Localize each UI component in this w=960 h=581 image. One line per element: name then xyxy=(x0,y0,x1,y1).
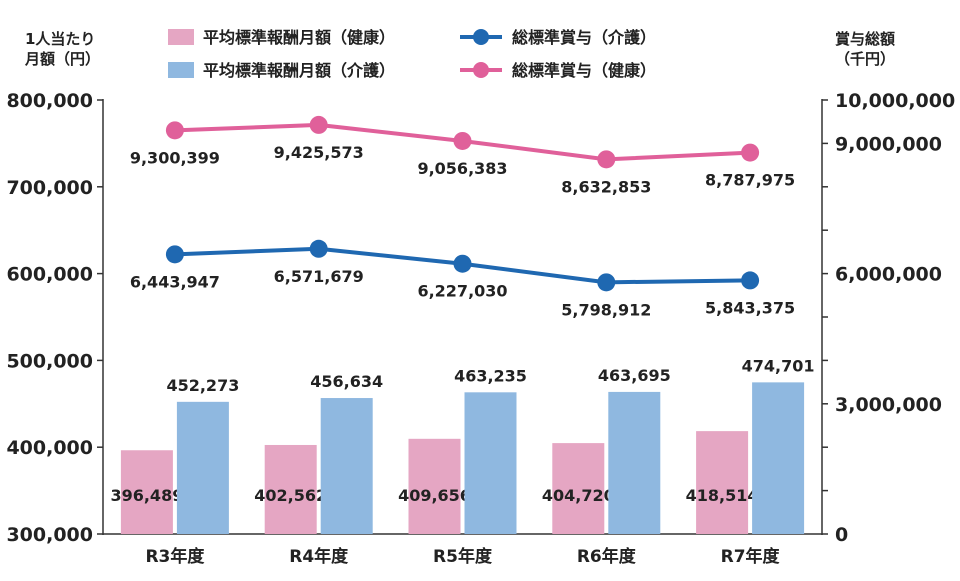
legend-label-line-health: 総標準賞与（健康） xyxy=(512,61,656,80)
line-health-point xyxy=(165,121,184,140)
bar-care xyxy=(752,382,805,534)
bar-care xyxy=(320,398,373,534)
line-care-data-label: 6,443,947 xyxy=(130,272,220,291)
right-axis-ticks: 10,000,000 9,000,000 6,000,000 3,000,000 0 xyxy=(822,90,955,546)
legend-label-line-care: 総標準賞与（介護） xyxy=(512,28,656,47)
legend-label-bar-care: 平均標準報酬月額（介護） xyxy=(203,61,395,80)
line-health-point xyxy=(453,131,472,150)
bar-care-data-label: 463,235 xyxy=(454,366,527,385)
x-tick-label: R3年度 xyxy=(145,546,205,567)
legend-swatch-bar-health xyxy=(168,29,194,45)
line-health-data-label: 9,425,573 xyxy=(274,143,364,162)
bar-care xyxy=(176,401,229,534)
legend-item-line-care: 総標準賞与（介護） xyxy=(460,28,656,47)
line-series: 6,443,947 6,571,679 6,227,030 5,798,912 5,84… xyxy=(130,115,795,319)
left-axis-title-line2: 月額（円） xyxy=(24,50,100,68)
left-axis-ticks: 800,000 700,000 600,000 500,000 400,000 300,0… xyxy=(6,90,103,546)
line-care-data-label: 6,571,679 xyxy=(274,267,364,286)
line-health-data-label: 8,787,975 xyxy=(705,171,795,190)
line-care-data-label: 5,798,912 xyxy=(561,300,651,319)
bar-care-data-label: 456,634 xyxy=(310,372,383,391)
x-tick-label: R4年度 xyxy=(289,546,349,567)
bar-health-data-label: 418,514 xyxy=(686,486,759,505)
line-health-point xyxy=(597,150,616,169)
line-health-data-label: 8,632,853 xyxy=(561,177,651,196)
line-care-point xyxy=(597,273,616,292)
line-care-point xyxy=(741,271,760,290)
right-axis-title-line2: （千円） xyxy=(835,50,895,68)
right-tick-label: 10,000,000 xyxy=(835,90,955,112)
legend-item-bar-care: 平均標準報酬月額（介護） xyxy=(168,61,395,80)
legend-marker-line-care xyxy=(473,29,489,45)
left-tick-label: 500,000 xyxy=(6,350,93,372)
line-health-data-label: 9,300,399 xyxy=(130,148,220,167)
line-care-point xyxy=(309,239,328,258)
line-health-point xyxy=(741,143,760,162)
line-care-data-label: 6,227,030 xyxy=(417,282,507,301)
x-tick-label: R7年度 xyxy=(721,546,781,567)
legend-item-bar-health: 平均標準報酬月額（健康） xyxy=(168,28,395,47)
bar-care-data-label: 463,695 xyxy=(598,366,671,385)
right-axis-title-line1: 賞与総額 xyxy=(835,30,895,48)
left-tick-label: 400,000 xyxy=(6,437,93,459)
right-tick-label: 9,000,000 xyxy=(835,133,942,155)
left-axis-title: 1人当たり 月額（円） xyxy=(24,30,100,68)
legend-swatch-bar-care xyxy=(168,62,194,78)
right-axis-title: 賞与総額 （千円） xyxy=(835,30,895,68)
bar-health xyxy=(408,438,461,534)
legend-item-line-health: 総標準賞与（健康） xyxy=(460,61,656,80)
x-axis-labels: R3年度 R4年度 R5年度 R6年度 R7年度 xyxy=(145,546,780,567)
bar-health xyxy=(120,450,173,534)
bar-health xyxy=(264,444,317,534)
legend-marker-line-health xyxy=(473,62,489,78)
right-tick-label: 6,000,000 xyxy=(835,264,942,286)
left-tick-label: 600,000 xyxy=(6,264,93,286)
line-care-data-label: 5,843,375 xyxy=(705,298,795,317)
bar-care xyxy=(464,392,517,534)
right-tick-label: 0 xyxy=(835,524,848,546)
x-tick-label: R5年度 xyxy=(433,546,493,567)
legend: 平均標準報酬月額（健康） 平均標準報酬月額（介護） 総標準賞与（介護） 総標準賞… xyxy=(168,28,656,80)
x-tick-label: R6年度 xyxy=(577,546,637,567)
bar-care-data-label: 474,701 xyxy=(742,356,815,375)
bar-health xyxy=(552,443,605,534)
line-care-point xyxy=(165,245,184,264)
bar-health-data-label: 402,562 xyxy=(254,486,327,505)
line-health-point xyxy=(309,115,328,134)
left-tick-label: 700,000 xyxy=(6,177,93,199)
left-tick-label: 800,000 xyxy=(6,90,93,112)
bar-health xyxy=(696,431,749,534)
line-health-data-label: 9,056,383 xyxy=(417,159,507,178)
line-care-point xyxy=(453,254,472,273)
left-tick-label: 300,000 xyxy=(6,524,93,546)
bar-series: 396,489 402,562 409,656 404,720 418,514 452,2… xyxy=(110,356,815,534)
bar-care xyxy=(608,391,661,534)
legend-label-bar-health: 平均標準報酬月額（健康） xyxy=(203,28,395,47)
bar-health-data-label: 409,656 xyxy=(398,486,471,505)
bar-health-data-label: 396,489 xyxy=(110,486,183,505)
left-axis-title-line1: 1人当たり xyxy=(25,30,95,48)
bar-care-data-label: 452,273 xyxy=(166,376,239,395)
right-tick-label: 3,000,000 xyxy=(835,394,942,416)
bar-health-data-label: 404,720 xyxy=(542,486,615,505)
